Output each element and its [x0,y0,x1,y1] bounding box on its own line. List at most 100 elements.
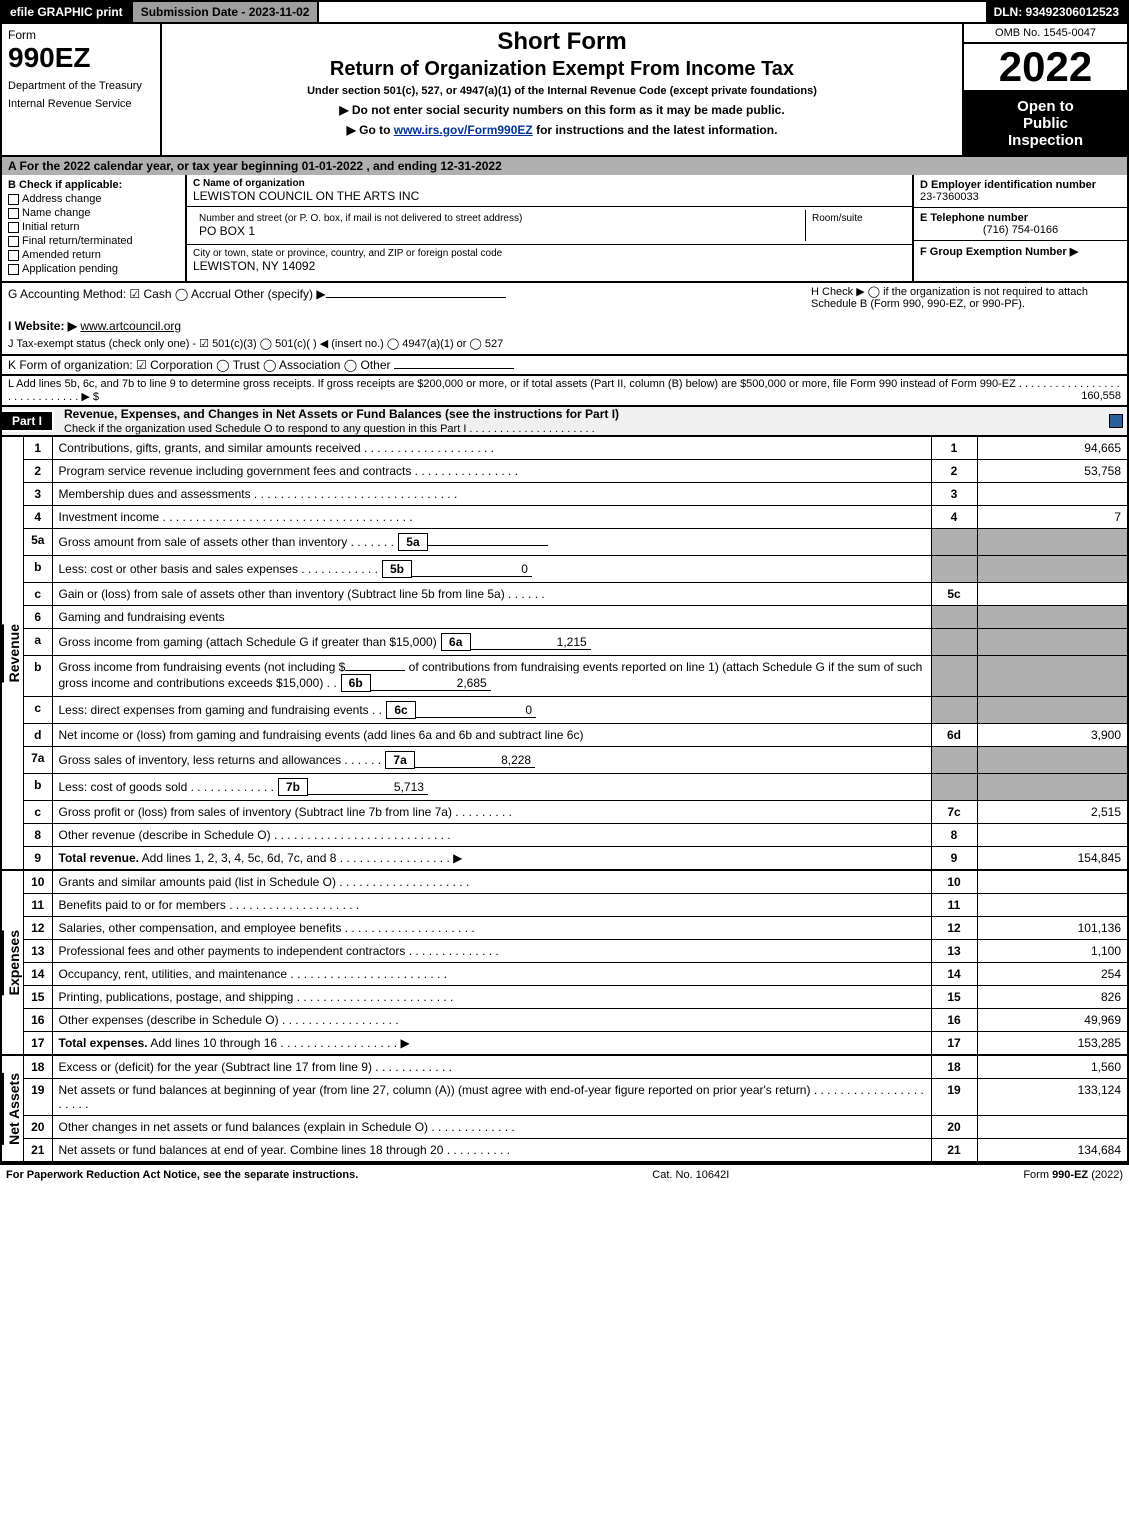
open-line3: Inspection [1008,132,1083,149]
room-label: Room/suite [812,213,900,224]
j-tax-exempt-status: J Tax-exempt status (check only one) - ☑… [8,337,1121,350]
line-7a: 7aGross sales of inventory, less returns… [24,747,1127,774]
city-label: City or town, state or province, country… [193,248,906,259]
tax-year: 2022 [964,44,1127,92]
line-5a: 5aGross amount from sale of assets other… [24,529,1127,556]
header-left: Form 990EZ Department of the Treasury In… [2,24,162,155]
footer-form-ref: Form 990-EZ (2022)Form 990-EZ (2022) [1023,1169,1123,1181]
bullet-post: for instructions and the latest informat… [533,123,778,137]
i-website-value[interactable]: www.artcouncil.org [80,319,181,333]
line-15: 15Printing, publications, postage, and s… [24,986,1127,1009]
bullet-pre: ▶ Go to [347,123,394,137]
footer-paperwork-notice: For Paperwork Reduction Act Notice, see … [6,1169,358,1181]
chk-application-pending[interactable]: Application pending [8,263,179,275]
bullet-ssn-warning: ▶ Do not enter social security numbers o… [168,103,956,117]
line-20: 20Other changes in net assets or fund ba… [24,1116,1127,1139]
open-public-inspection: Open to Public Inspection [964,92,1127,155]
h-schedule-b-check: H Check ▶ ◯ if the organization is not r… [811,285,1121,310]
line-14: 14Occupancy, rent, utilities, and mainte… [24,963,1127,986]
d-ein-value: 23-7360033 [920,191,1121,203]
line-3: 3Membership dues and assessments . . . .… [24,483,1127,506]
e-phone-label: E Telephone number [920,212,1121,224]
chk-name-change[interactable]: Name change [8,207,179,219]
form-code: 990EZ [8,42,154,74]
form-header: Form 990EZ Department of the Treasury In… [0,24,1129,157]
street-label: Number and street (or P. O. box, if mail… [199,213,799,224]
subtitle-section: Under section 501(c), 527, or 4947(a)(1)… [168,85,956,97]
line-21: 21Net assets or fund balances at end of … [24,1139,1127,1162]
irs-link[interactable]: www.irs.gov/Form990EZ [394,123,533,137]
line-12: 12Salaries, other compensation, and empl… [24,917,1127,940]
line-10: 10Grants and similar amounts paid (list … [24,871,1127,894]
c-org-name: LEWISTON COUNCIL ON THE ARTS INC [193,189,906,203]
form-label: Form [8,28,154,42]
revenue-section: Revenue 1Contributions, gifts, grants, a… [0,437,1129,871]
bullet-instructions: ▶ Go to www.irs.gov/Form990EZ for instru… [168,123,956,137]
submission-date: Submission Date - 2023-11-02 [133,2,320,22]
dept-treasury: Department of the Treasury [8,80,154,92]
efile-print-button[interactable]: efile GRAPHIC print [2,2,133,22]
chk-final-return[interactable]: Final return/terminated [8,235,179,247]
line-6: 6Gaming and fundraising events [24,606,1127,629]
top-bar: efile GRAPHIC print Submission Date - 20… [0,0,1129,24]
title-short-form: Short Form [168,28,956,56]
line-13: 13Professional fees and other payments t… [24,940,1127,963]
header-center: Short Form Return of Organization Exempt… [162,24,962,155]
line-5b: bLess: cost or other basis and sales exp… [24,556,1127,583]
c-org-name-block: C Name of organization LEWISTON COUNCIL … [187,175,912,207]
footer-cat-no: Cat. No. 10642I [652,1169,729,1181]
line-7c: cGross profit or (loss) from sales of in… [24,801,1127,824]
city-value: LEWISTON, NY 14092 [193,259,906,273]
line-17: 17Total expenses. Add lines 10 through 1… [24,1032,1127,1055]
section-ghij: G Accounting Method: ☑ Cash ◯ Accrual Ot… [0,283,1129,356]
expenses-vertical-label: Expenses [2,930,24,995]
i-website-label: I Website: ▶ [8,319,77,333]
e-phone-value: (716) 754-0166 [920,224,1121,236]
netassets-vertical-label: Net Assets [2,1073,24,1145]
section-l-gross-receipts: L Add lines 5b, 6c, and 7b to line 9 to … [0,376,1129,407]
column-def: D Employer identification number 23-7360… [912,175,1127,281]
expenses-table: 10Grants and similar amounts paid (list … [24,871,1127,1054]
line-5c: cGain or (loss) from sale of assets othe… [24,583,1127,606]
part-i-tag: Part I [2,410,54,432]
f-group-exemption: F Group Exemption Number ▶ [920,245,1121,258]
line-6a: aGross income from gaming (attach Schedu… [24,629,1127,656]
line-19: 19Net assets or fund balances at beginni… [24,1079,1127,1116]
page-footer: For Paperwork Reduction Act Notice, see … [0,1163,1129,1185]
line-7b: bLess: cost of goods sold . . . . . . . … [24,774,1127,801]
chk-amended-return[interactable]: Amended return [8,249,179,261]
line-11: 11Benefits paid to or for members . . . … [24,894,1127,917]
line-6d: dNet income or (loss) from gaming and fu… [24,724,1127,747]
chk-initial-return[interactable]: Initial return [8,221,179,233]
section-bcdef: B Check if applicable: Address change Na… [0,175,1129,283]
line-16: 16Other expenses (describe in Schedule O… [24,1009,1127,1032]
street-value: PO BOX 1 [199,224,799,238]
open-line1: Open to [1017,98,1074,115]
revenue-table: 1Contributions, gifts, grants, and simil… [24,437,1127,869]
omb-number: OMB No. 1545-0047 [964,24,1127,44]
line-2: 2Program service revenue including gover… [24,460,1127,483]
revenue-vertical-label: Revenue [2,624,24,682]
column-b-checkboxes: B Check if applicable: Address change Na… [2,175,187,281]
c-label: C Name of organization [193,178,906,189]
part-i-header: Part I Revenue, Expenses, and Changes in… [0,407,1129,437]
line-4: 4Investment income . . . . . . . . . . .… [24,506,1127,529]
line-18: 18Excess or (deficit) for the year (Subt… [24,1056,1127,1079]
section-k-form-of-org: K Form of organization: ☑ Corporation ◯ … [0,356,1129,376]
title-return-exempt: Return of Organization Exempt From Incom… [168,58,956,81]
line-1: 1Contributions, gifts, grants, and simil… [24,437,1127,460]
netassets-table: 18Excess or (deficit) for the year (Subt… [24,1056,1127,1161]
part-i-schedule-o-check[interactable] [1109,414,1123,428]
dept-irs: Internal Revenue Service [8,98,154,110]
l-amount: 160,558 [1081,390,1121,402]
column-c: C Name of organization LEWISTON COUNCIL … [187,175,1127,281]
dln-number: DLN: 93492306012523 [986,2,1127,22]
chk-address-change[interactable]: Address change [8,193,179,205]
header-right: OMB No. 1545-0047 2022 Open to Public In… [962,24,1127,155]
net-assets-section: Net Assets 18Excess or (deficit) for the… [0,1056,1129,1163]
section-a-tax-year: A For the 2022 calendar year, or tax yea… [0,157,1129,175]
part-i-sub: Check if the organization used Schedule … [64,423,595,435]
line-9: 9Total revenue. Total revenue. Add lines… [24,847,1127,870]
c-street-block: Number and street (or P. O. box, if mail… [187,207,912,245]
line-8: 8Other revenue (describe in Schedule O) … [24,824,1127,847]
